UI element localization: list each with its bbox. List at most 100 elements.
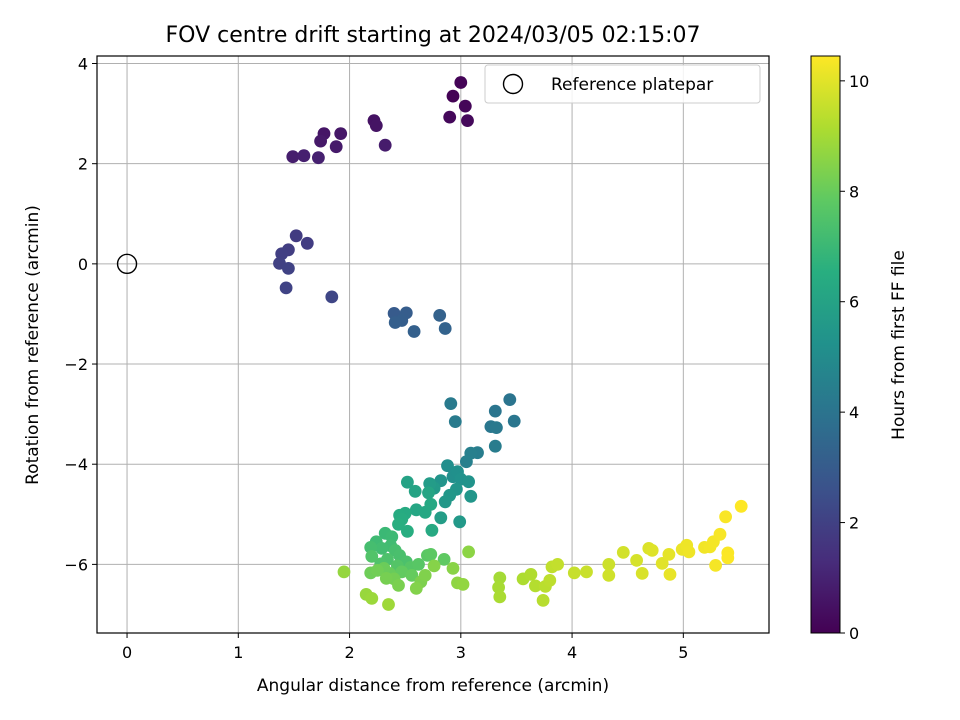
scatter-point <box>580 565 593 579</box>
y-tick-label: 2 <box>78 155 88 174</box>
scatter-point <box>275 247 289 261</box>
x-axis-ticks: 0 1 2 3 4 5 <box>122 633 688 662</box>
colorbar-tick-label: 2 <box>849 514 859 533</box>
scatter-point <box>448 415 462 428</box>
scatter-point <box>493 571 507 585</box>
scatter-point <box>453 515 467 529</box>
scatter-point <box>312 151 325 165</box>
scatter-point <box>407 325 421 338</box>
scatter-point <box>334 127 348 140</box>
scatter-point <box>734 499 748 513</box>
scatter-point <box>461 114 474 127</box>
x-axis-label: Angular distance from reference (arcmin) <box>257 676 609 696</box>
scatter-point <box>424 548 438 561</box>
x-tick-label: 4 <box>567 643 577 662</box>
scatter-point <box>446 562 460 575</box>
scatter-point <box>392 517 405 531</box>
scatter-points <box>273 76 748 611</box>
scatter-point <box>392 579 405 592</box>
scatter-point <box>543 574 557 587</box>
x-tick-label: 5 <box>678 643 688 662</box>
scatter-point <box>300 236 314 250</box>
scatter-point <box>286 150 300 164</box>
scatter-point <box>682 545 696 559</box>
scatter-point <box>645 544 659 557</box>
scatter-point <box>382 598 395 611</box>
scatter-point <box>438 322 452 335</box>
scatter-point <box>279 281 293 295</box>
scatter-point <box>551 558 564 571</box>
scatter-point <box>365 592 379 605</box>
x-tick-label: 0 <box>122 643 132 662</box>
scatter-point <box>524 568 538 581</box>
scatter-point <box>454 76 468 89</box>
grid-lines <box>97 56 769 633</box>
scatter-point <box>422 486 435 500</box>
scatter-point <box>529 579 542 593</box>
colorbar-tick-label: 10 <box>849 72 869 91</box>
scatter-point <box>503 393 517 406</box>
scatter-point <box>488 439 502 453</box>
scatter-point <box>507 414 521 428</box>
y-tick-label: −4 <box>64 455 88 474</box>
scatter-point <box>427 559 441 573</box>
scatter-point <box>602 569 616 582</box>
scatter-point <box>441 459 454 473</box>
scatter-point <box>713 527 727 541</box>
colorbar-gradient <box>810 55 841 634</box>
scatter-point <box>437 553 451 566</box>
scatter-point <box>438 495 452 509</box>
scatter-point <box>412 558 425 571</box>
scatter-point <box>567 566 581 580</box>
scatter-point <box>464 489 478 503</box>
scatter-point <box>289 229 303 243</box>
scatter-point <box>401 475 414 489</box>
scatter-point <box>460 455 473 469</box>
scatter-point <box>388 316 402 329</box>
y-tick-label: −6 <box>64 555 88 574</box>
colorbar-tick-label: 6 <box>849 293 859 312</box>
scatter-point <box>462 545 475 559</box>
scatter-point <box>424 497 438 511</box>
scatter-point <box>408 484 422 498</box>
colorbar-tick-label: 4 <box>849 403 859 422</box>
scatter-point <box>444 397 458 410</box>
scatter-point <box>325 290 339 304</box>
scatter-point <box>458 99 472 113</box>
scatter-point <box>371 564 384 577</box>
scatter-point <box>379 572 393 585</box>
scatter-point <box>488 404 502 418</box>
chart-title: FOV centre drift starting at 2024/03/05 … <box>166 23 701 48</box>
y-tick-label: 0 <box>78 255 88 274</box>
scatter-point <box>616 546 630 559</box>
scatter-point <box>493 590 507 604</box>
scatter-point <box>369 119 383 132</box>
scatter-point <box>297 149 311 163</box>
scatter-point <box>602 558 616 571</box>
scatter-point <box>655 557 669 570</box>
legend-entry-reference: Reference platepar <box>551 75 713 95</box>
colorbar-tick-label: 0 <box>849 624 859 643</box>
scatter-point <box>462 475 475 489</box>
scatter-point <box>314 134 327 148</box>
y-tick-label: −2 <box>64 355 88 374</box>
scatter-point <box>663 568 677 581</box>
colorbar-label: Hours from first FF file <box>889 250 909 440</box>
x-tick-label: 1 <box>233 643 243 662</box>
scatter-point <box>434 511 448 525</box>
colorbar: 0 2 4 6 8 10 Hours from first FF file <box>810 55 909 643</box>
scatter-point <box>409 582 423 595</box>
scatter-point <box>378 138 392 152</box>
scatter-point <box>662 548 676 561</box>
scatter-point <box>443 110 457 124</box>
scatter-point <box>425 523 439 537</box>
scatter-point <box>719 510 732 524</box>
scatter-point <box>721 551 735 565</box>
legend-marker-icon <box>502 73 524 95</box>
legend-box <box>484 64 761 104</box>
plot-area-frame <box>96 55 770 634</box>
y-axis-label: Rotation from reference (arcmin) <box>23 205 43 485</box>
y-axis-ticks: −6 −4 −2 0 2 4 <box>64 55 97 574</box>
y-tick-label: 4 <box>78 55 88 74</box>
